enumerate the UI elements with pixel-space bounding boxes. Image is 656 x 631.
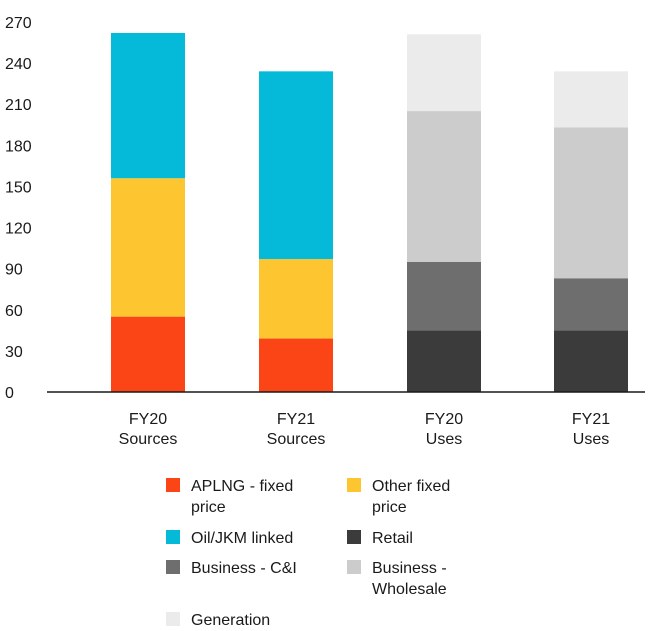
bar-segment	[111, 32, 185, 179]
bar-segment	[554, 127, 628, 279]
legend-item: Retail	[347, 530, 413, 547]
y-tick-label: 240	[5, 56, 32, 73]
bar-segment	[259, 338, 333, 392]
y-tick-label: 180	[5, 138, 32, 155]
y-tick-label: 210	[5, 97, 32, 114]
legend-label: Generation	[191, 612, 270, 629]
y-tick-label: 60	[5, 303, 23, 320]
bar-segment	[259, 71, 333, 260]
bar-segment	[259, 259, 333, 339]
legend-label: Business - C&I	[191, 560, 297, 577]
y-tick-label: 30	[5, 344, 23, 361]
legend-swatch	[166, 478, 180, 492]
bar-segment	[111, 316, 185, 392]
x-tick-label: FY20 Uses	[425, 411, 463, 448]
bar-segment	[111, 178, 185, 317]
legend-label: Oil/JKM linked	[191, 530, 293, 547]
legend-swatch	[347, 530, 361, 544]
bar-segment	[407, 261, 481, 331]
legend-item: Business - C&I	[166, 560, 297, 577]
y-tick-label: 120	[5, 221, 32, 238]
legend-item: Generation	[166, 612, 270, 629]
legend-label: APLNG - fixed price	[191, 478, 293, 516]
bar-segment	[554, 330, 628, 392]
x-axis-ticks: FY20 Sources FY21 Sources FY20 Uses FY21 Uses	[119, 411, 611, 448]
legend-swatch	[166, 612, 180, 626]
legend-swatch	[166, 530, 180, 544]
y-tick-label: 150	[5, 179, 32, 196]
legend-label: Other fixed price	[372, 478, 450, 516]
bar-segment	[407, 111, 481, 262]
bars	[111, 32, 628, 392]
bar-segment	[407, 34, 481, 112]
legend-swatch	[166, 560, 180, 574]
bar-segment	[407, 330, 481, 392]
legend-swatch	[347, 560, 361, 574]
x-tick-label: FY21 Sources	[267, 411, 326, 448]
legend-item: Oil/JKM linked	[166, 530, 293, 547]
legend-label: Retail	[372, 530, 413, 547]
y-tick-label: 0	[5, 385, 14, 402]
legend-item: Business -Wholesale	[347, 560, 447, 598]
bar-segment	[554, 278, 628, 331]
x-tick-label: FY20 Sources	[119, 411, 178, 448]
bar-segment	[554, 71, 628, 128]
legend: APLNG - fixed price Other fixed price Oil/JK…	[166, 478, 450, 629]
legend-label: Business -Wholesale	[372, 560, 447, 598]
y-tick-label: 90	[5, 262, 23, 279]
y-axis-ticks: 0 30 60 90 120 150 180 210 240 270	[5, 15, 32, 402]
legend-item: APLNG - fixed price	[166, 478, 293, 516]
y-tick-label: 270	[5, 15, 32, 32]
legend-swatch	[347, 478, 361, 492]
x-tick-label: FY21 Uses	[572, 411, 610, 448]
legend-item: Other fixed price	[347, 478, 450, 516]
